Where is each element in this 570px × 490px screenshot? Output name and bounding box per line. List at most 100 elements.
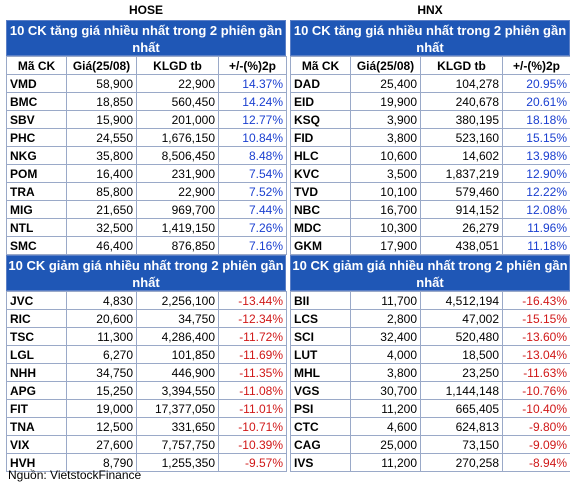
change-cell: 20.61% [502,92,570,111]
stock-symbol: HVH [6,453,67,472]
change-cell: -8.94% [502,453,570,472]
table-header-row: Mã CK Giá(25/08) KLGD tb +/-(%)2p [290,56,570,75]
price-cell: 4,000 [350,345,421,364]
table-row: HLC 10,600 14,602 13.98% [290,146,570,165]
table-row: MHL 3,800 23,250 -11.63% [290,363,570,382]
price-cell: 25,000 [350,435,421,454]
volume-cell: 240,678 [420,92,503,111]
stock-symbol: EID [290,92,351,111]
table-row: NBC 16,700 914,152 12.08% [290,200,570,219]
price-cell: 11,200 [350,399,421,418]
table-row: SMC 46,400 876,850 7.16% [6,236,287,255]
table-header-row: Mã CK Giá(25/08) KLGD tb +/-(%)2p [6,56,287,75]
table-row: SCI 32,400 520,480 -13.60% [290,327,570,346]
change-cell: 8.48% [218,146,287,165]
hnx-losers-table: BII 11,700 4,512,194 -16.43% LCS 2,800 47,002-… [290,291,570,472]
change-cell: -12.34% [218,309,287,328]
table-row: APG 15,250 3,394,550 -11.08% [6,381,287,400]
change-cell: 7.16% [218,236,287,255]
column-header: Giá(25/08) [350,56,421,75]
table-row: CAG 25,000 73,150 -9.09% [290,435,570,454]
stock-symbol: VGS [290,381,351,400]
volume-cell: 914,152 [420,200,503,219]
change-cell: 7.26% [218,218,287,237]
stock-symbol: BII [290,291,351,310]
table-row: MIG 21,650 969,700 7.44% [6,200,287,219]
hose-panel: 10 CK tăng giá nhiều nhất trong 2 phiên … [6,20,287,472]
volume-cell: 231,900 [136,164,219,183]
hose-gainers-table: Mã CK Giá(25/08) KLGD tb +/-(%)2p VMD 58,… [6,56,287,255]
change-cell: -16.43% [502,291,570,310]
volume-cell: 47,002 [420,309,503,328]
stock-symbol: TVD [290,182,351,201]
table-row: VMD 58,900 22,900 14.37% [6,74,287,93]
table-row: TSC 11,300 4,286,400 -11.72% [6,327,287,346]
column-header: KLGD tb [136,56,219,75]
price-cell: 3,900 [350,110,421,129]
volume-cell: 14,602 [420,146,503,165]
table-row: FID 3,800 523,160 15.15% [290,128,570,147]
table-row: TNA 12,500 331,650 -10.71% [6,417,287,436]
stock-symbol: SMC [6,236,67,255]
table-row: EID 19,900 240,678 20.61% [290,92,570,111]
table-row: CTC 4,600 624,813 -9.80% [290,417,570,436]
source-note: Nguồn: VietstockFinance [8,468,142,482]
price-cell: 32,500 [66,218,137,237]
price-cell: 21,650 [66,200,137,219]
volume-cell: 22,900 [136,74,219,93]
stock-symbol: BMC [6,92,67,111]
change-cell: -13.44% [218,291,287,310]
table-row: NHH 34,750 446,900 -11.35% [6,363,287,382]
stock-symbol: VMD [6,74,67,93]
change-cell: 15.15% [502,128,570,147]
hnx-gainers-header: 10 CK tăng giá nhiều nhất trong 2 phiên … [290,20,570,56]
change-cell: 12.22% [502,182,570,201]
price-cell: 16,400 [66,164,137,183]
column-header: Giá(25/08) [66,56,137,75]
table-row: SBV 15,900 201,000 12.77% [6,110,287,129]
stock-symbol: PHC [6,128,67,147]
table-row: LUT 4,000 18,500 -13.04% [290,345,570,364]
change-cell: 12.90% [502,164,570,183]
volume-cell: 23,250 [420,363,503,382]
change-cell: 14.37% [218,74,287,93]
price-cell: 15,900 [66,110,137,129]
change-cell: -10.76% [502,381,570,400]
change-cell: 20.95% [502,74,570,93]
volume-cell: 101,850 [136,345,219,364]
volume-cell: 8,506,450 [136,146,219,165]
change-cell: 12.77% [218,110,287,129]
price-cell: 17,900 [350,236,421,255]
price-cell: 58,900 [66,74,137,93]
stock-symbol: SCI [290,327,351,346]
volume-cell: 876,850 [136,236,219,255]
column-header: +/-(%)2p [502,56,570,75]
stock-symbol: DAD [290,74,351,93]
stock-symbol: FIT [6,399,67,418]
stock-symbol: NHH [6,363,67,382]
table-row: JVC 4,830 2,256,100 -13.44% [6,291,287,310]
price-cell: 27,600 [66,435,137,454]
hose-losers-table: JVC 4,830 2,256,100 -13.44% RIC 20,600 34,750-… [6,291,287,472]
change-cell: -10.71% [218,417,287,436]
stock-symbol: GKM [290,236,351,255]
change-cell: -11.63% [502,363,570,382]
volume-cell: 17,377,050 [136,399,219,418]
change-cell: -10.40% [502,399,570,418]
price-cell: 19,900 [350,92,421,111]
stock-symbol: MHL [290,363,351,382]
price-cell: 10,300 [350,218,421,237]
volume-cell: 201,000 [136,110,219,129]
table-row: BII 11,700 4,512,194 -16.43% [290,291,570,310]
price-cell: 3,800 [350,363,421,382]
table-row: DAD 25,400 104,278 20.95% [290,74,570,93]
price-cell: 19,000 [66,399,137,418]
change-cell: -13.60% [502,327,570,346]
table-row: POM 16,400 231,900 7.54% [6,164,287,183]
hose-losers-header: 10 CK giảm giá nhiều nhất trong 2 phiên … [6,255,286,291]
change-cell: 7.44% [218,200,287,219]
volume-cell: 579,460 [420,182,503,201]
stock-symbol: IVS [290,453,351,472]
change-cell: -11.69% [218,345,287,364]
price-cell: 35,800 [66,146,137,165]
